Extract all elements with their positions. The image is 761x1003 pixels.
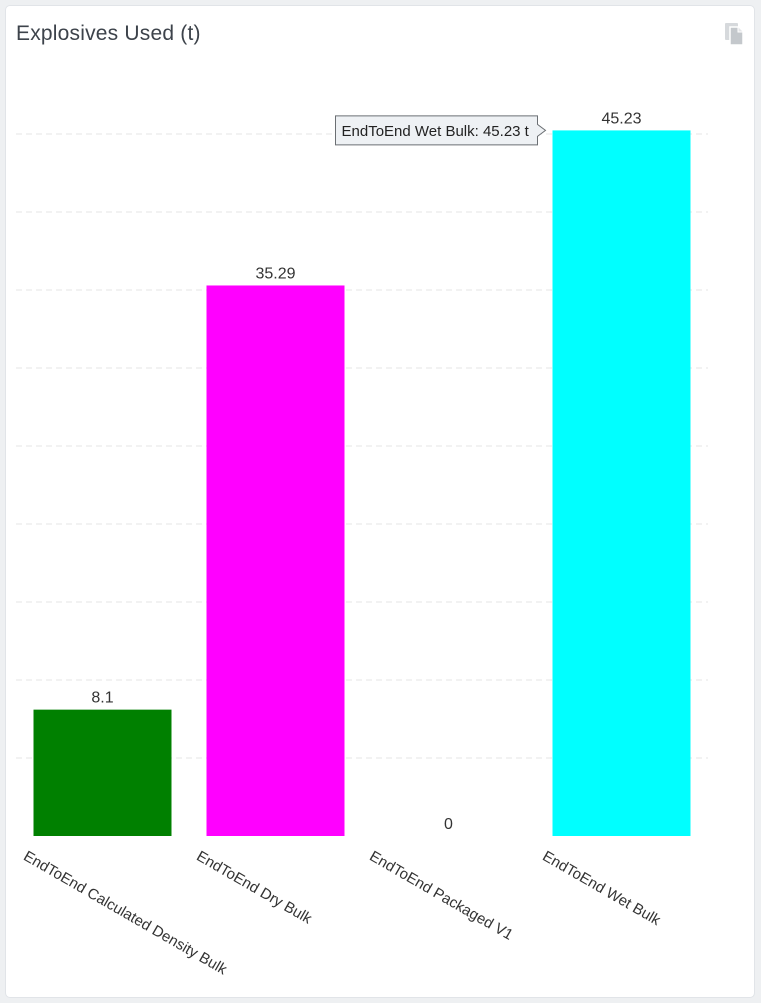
- data-label: 8.1: [91, 690, 113, 707]
- chart-title: Explosives Used (t): [16, 22, 201, 45]
- x-tick-label: EndToEnd Dry Bulk: [194, 848, 316, 928]
- tooltip-box: [335, 115, 547, 146]
- bar[interactable]: [206, 285, 345, 836]
- data-label: 0: [444, 816, 453, 833]
- x-tick-label: EndToEnd Packaged V1: [367, 848, 516, 944]
- copy-icon[interactable]: [722, 20, 748, 48]
- bar[interactable]: [552, 130, 691, 837]
- x-tick-label: EndToEnd Calculated Density Bulk: [21, 848, 231, 979]
- chart-card: Explosives Used (t) 8.1 EndToEnd Calculat…: [5, 5, 755, 998]
- bar-chart: 8.1 EndToEnd Calculated Density Bulk 35.29…: [16, 110, 708, 979]
- tooltip-text: EndToEnd Wet Bulk: 45.23 t: [342, 123, 530, 140]
- data-label: 35.29: [255, 265, 295, 282]
- bar[interactable]: [33, 709, 172, 836]
- x-tick-label: EndToEnd Wet Bulk: [540, 848, 664, 930]
- data-label: 45.23: [601, 110, 641, 127]
